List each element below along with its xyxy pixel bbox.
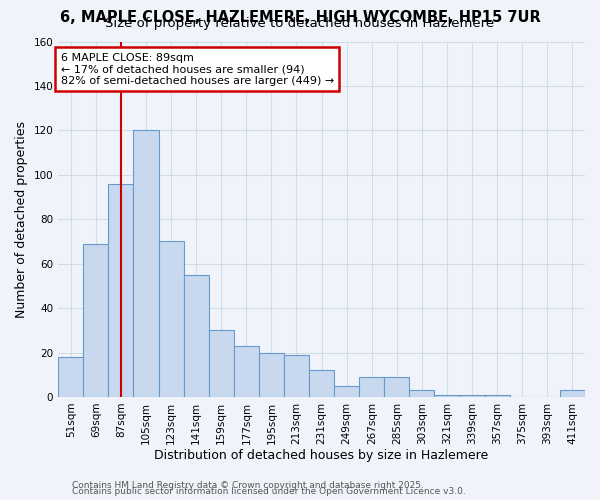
Bar — [259, 352, 284, 397]
Y-axis label: Number of detached properties: Number of detached properties — [15, 120, 28, 318]
Text: Contains HM Land Registry data © Crown copyright and database right 2025.: Contains HM Land Registry data © Crown c… — [72, 481, 424, 490]
Text: 6, MAPLE CLOSE, HAZLEMERE, HIGH WYCOMBE, HP15 7UR: 6, MAPLE CLOSE, HAZLEMERE, HIGH WYCOMBE,… — [59, 10, 541, 25]
Bar — [184, 275, 209, 397]
Bar — [460, 394, 485, 397]
Bar — [309, 370, 334, 397]
Bar — [83, 244, 109, 397]
Bar — [209, 330, 234, 397]
Text: Contains public sector information licensed under the Open Government Licence v3: Contains public sector information licen… — [72, 487, 466, 496]
X-axis label: Distribution of detached houses by size in Hazlemere: Distribution of detached houses by size … — [154, 450, 489, 462]
Bar — [133, 130, 158, 397]
Bar — [284, 354, 309, 397]
Bar — [359, 377, 385, 397]
Bar — [385, 377, 409, 397]
Bar — [158, 242, 184, 397]
Bar — [409, 390, 434, 397]
Bar — [234, 346, 259, 397]
Text: 6 MAPLE CLOSE: 89sqm
← 17% of detached houses are smaller (94)
82% of semi-detac: 6 MAPLE CLOSE: 89sqm ← 17% of detached h… — [61, 52, 334, 86]
Text: Size of property relative to detached houses in Hazlemere: Size of property relative to detached ho… — [106, 18, 494, 30]
Bar — [485, 394, 510, 397]
Bar — [58, 357, 83, 397]
Bar — [434, 394, 460, 397]
Bar — [109, 184, 133, 397]
Bar — [334, 386, 359, 397]
Bar — [560, 390, 585, 397]
